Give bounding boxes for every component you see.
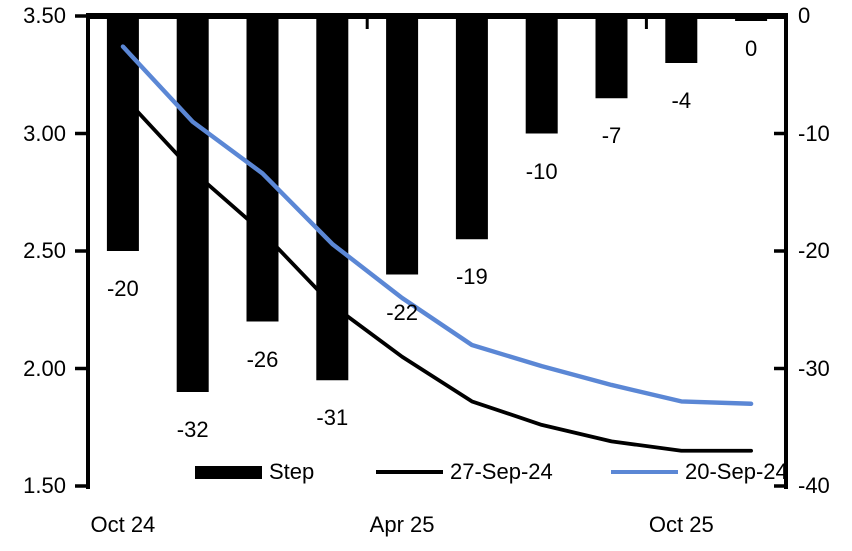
bar-data-label: -22 bbox=[386, 299, 418, 325]
bar-data-label: -31 bbox=[316, 405, 349, 431]
step-bar bbox=[386, 16, 419, 275]
legend-label-20-sep: 20-Sep-24 bbox=[685, 459, 788, 484]
right-axis-tick-label: 0 bbox=[798, 3, 811, 28]
bar-data-label: -10 bbox=[525, 158, 558, 184]
series-line-27-Sep-24 bbox=[121, 94, 753, 453]
bar-data-label: -26 bbox=[246, 346, 279, 372]
legend-label-step: Step bbox=[269, 459, 315, 484]
legend-item-20-sep: 20-Sep-24 bbox=[611, 457, 788, 487]
step-bar bbox=[455, 16, 488, 240]
bar-data-label: -20 bbox=[106, 276, 139, 301]
line-27sep-legend-swatch bbox=[376, 470, 443, 474]
line-20sep-legend-swatch bbox=[611, 470, 678, 474]
left-axis-tick-label: 3.00 bbox=[23, 120, 66, 146]
bar-data-label: -32 bbox=[176, 417, 209, 442]
step-legend-swatch bbox=[195, 465, 262, 479]
left-axis-tick-label: 2.50 bbox=[23, 238, 66, 263]
legend-item-27-sep: 27-Sep-24 bbox=[376, 457, 553, 487]
right-axis-tick-label: -10 bbox=[798, 120, 830, 146]
step-bar bbox=[316, 16, 349, 381]
x-axis-tick-label: Oct 25 bbox=[648, 512, 714, 537]
bar-data-label: -4 bbox=[671, 88, 692, 113]
right-axis-tick-label: -20 bbox=[798, 238, 830, 263]
x-axis-tick-label: Oct 24 bbox=[90, 512, 156, 537]
legend-item-step: Step bbox=[195, 457, 314, 487]
step-bar bbox=[176, 16, 209, 392]
step-bar bbox=[246, 16, 279, 322]
bar-data-label: -19 bbox=[455, 264, 488, 290]
series-line-20-Sep-24 bbox=[120, 44, 754, 406]
step-bar bbox=[525, 16, 558, 134]
step-bar bbox=[665, 16, 698, 63]
left-axis-tick-label: 1.50 bbox=[23, 473, 66, 498]
step-bar bbox=[106, 16, 139, 251]
left-axis-tick-label: 3.50 bbox=[23, 3, 66, 28]
right-axis-tick-label: -40 bbox=[798, 473, 830, 498]
bar-data-label: 0 bbox=[744, 36, 758, 61]
step-bar bbox=[595, 16, 628, 99]
right-axis-tick-label: -30 bbox=[798, 355, 830, 381]
x-axis-tick-label: Apr 25 bbox=[369, 512, 435, 537]
legend-label-27-sep: 27-Sep-24 bbox=[450, 459, 553, 484]
left-axis-tick-label: 2.00 bbox=[23, 355, 66, 381]
bar-data-label: -7 bbox=[601, 123, 622, 149]
